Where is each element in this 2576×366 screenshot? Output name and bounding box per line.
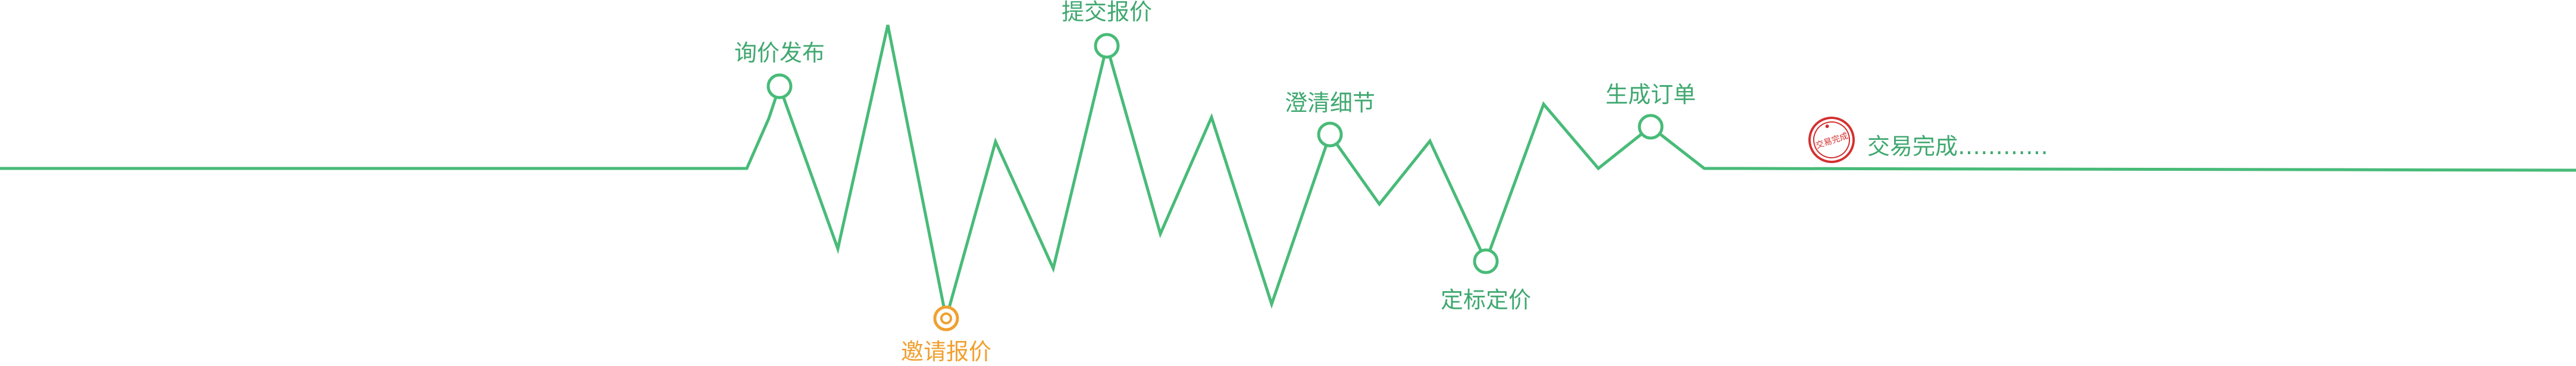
stage-label-create-order: 生成订单	[1605, 82, 1696, 108]
stage-label-submit-quote: 提交报价	[1062, 0, 1152, 25]
stage-label-clarify-details: 澄清细节	[1285, 90, 1375, 116]
stage-submit-quote[interactable]: 提交报价	[1062, 0, 1152, 59]
stage-node-inquiry-publish[interactable]	[766, 73, 793, 99]
stage-label-inquiry-publish: 询价发布	[734, 40, 825, 66]
stage-clarify-details[interactable]: 澄清细节	[1285, 90, 1375, 148]
stage-label-invite-quote: 邀请报价	[901, 339, 991, 365]
stage-node-submit-quote[interactable]	[1094, 33, 1120, 59]
stage-bid-decision[interactable]: 定标定价	[1441, 248, 1531, 313]
baseline-right	[1724, 167, 2576, 172]
stage-create-order[interactable]: 生成订单	[1605, 82, 1696, 140]
stage-node-clarify-details[interactable]	[1317, 121, 1343, 148]
stage-label-bid-decision: 定标定价	[1441, 287, 1531, 313]
stage-inquiry-publish[interactable]: 询价发布	[734, 40, 825, 99]
trade-complete-stamp-icon: 交易完成	[1808, 117, 1855, 163]
stage-node-create-order[interactable]	[1638, 114, 1664, 140]
completion-label: 交易完成…………	[1867, 133, 2048, 159]
process-zigzag-line	[745, 24, 1727, 319]
stage-node-bid-decision[interactable]	[1473, 248, 1499, 274]
stage-invite-quote[interactable]: 邀请报价	[901, 305, 991, 365]
current-stage-dot-icon	[940, 312, 952, 324]
